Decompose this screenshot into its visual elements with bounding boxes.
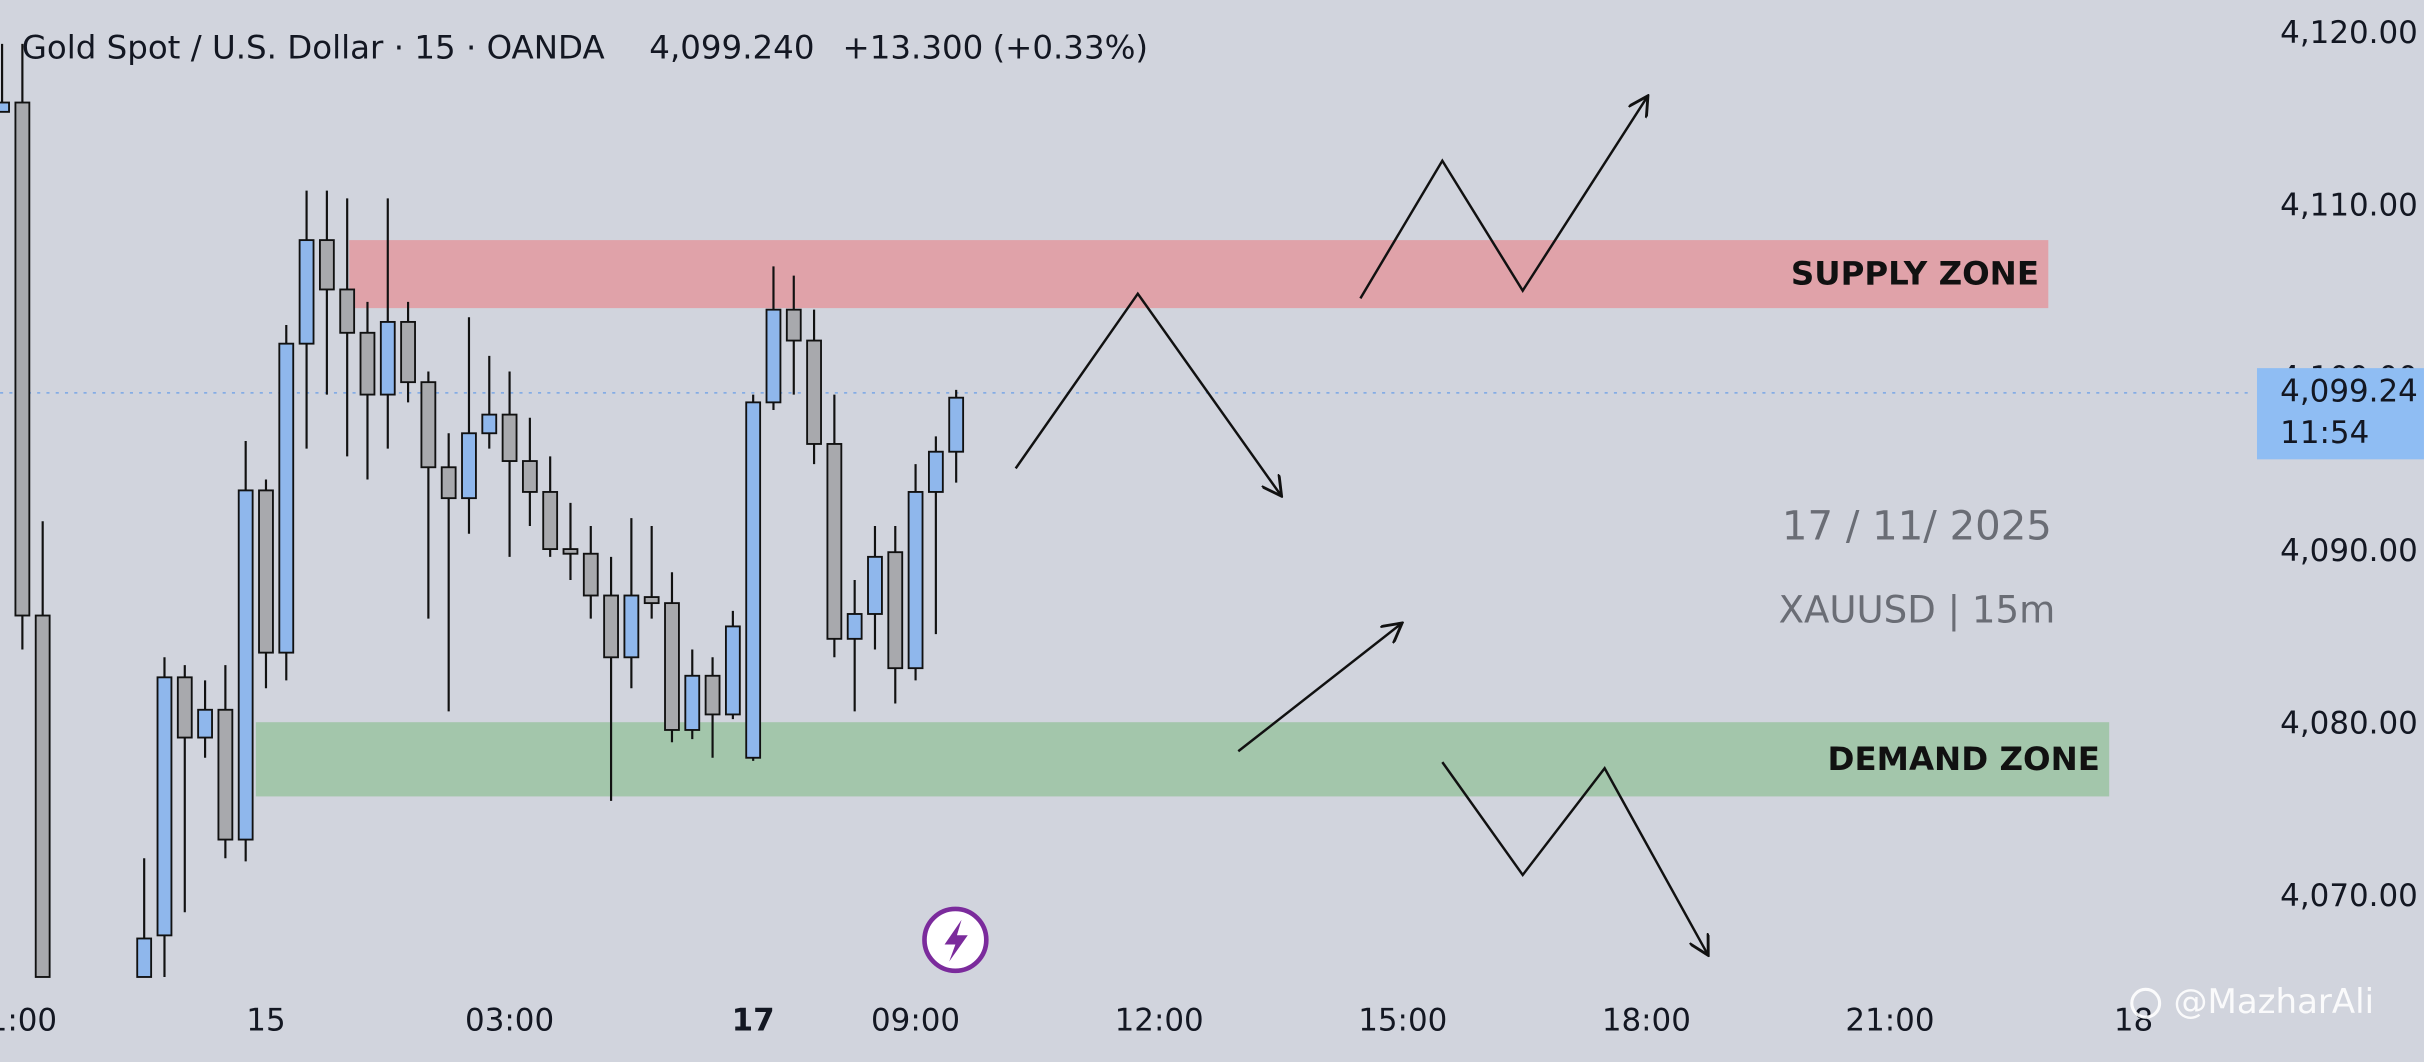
candle-body bbox=[217, 708, 234, 841]
candle-body bbox=[664, 602, 680, 731]
candle-body bbox=[684, 674, 701, 731]
candle-body bbox=[562, 548, 579, 555]
pair-note: XAUUSD | 15m bbox=[1779, 589, 2056, 633]
candle-body bbox=[643, 596, 660, 605]
candle-body bbox=[379, 320, 396, 396]
candle-body bbox=[461, 432, 477, 500]
candle-body bbox=[481, 413, 498, 435]
date-note: 17 / 11/ 2025 bbox=[1782, 504, 2052, 550]
zone-label: SUPPLY ZONE bbox=[1791, 255, 2039, 293]
zone bbox=[255, 722, 2110, 797]
candle-body bbox=[887, 551, 904, 670]
candle-body bbox=[278, 342, 295, 654]
x-tick-label: 21:00 bbox=[1845, 1002, 1934, 1038]
candle-body bbox=[582, 552, 599, 597]
last-price-tag bbox=[2256, 368, 2424, 460]
candle-body bbox=[237, 489, 254, 841]
candle-body bbox=[927, 450, 944, 493]
candle-body bbox=[704, 674, 721, 716]
x-tick-label: 18:00 bbox=[1602, 1002, 1691, 1038]
candle-body bbox=[826, 443, 843, 640]
drawing-arrow bbox=[1014, 291, 1282, 497]
candle-body bbox=[623, 594, 640, 659]
drawing-arrow bbox=[1359, 96, 1648, 299]
candle-body bbox=[806, 339, 822, 445]
candles bbox=[0, 43, 965, 978]
candle-body bbox=[745, 401, 762, 759]
candle-body bbox=[440, 466, 457, 500]
countdown-label: 11:54 bbox=[2280, 415, 2369, 451]
zone bbox=[349, 240, 2049, 309]
candle-body bbox=[603, 594, 619, 659]
candle-body bbox=[907, 491, 924, 670]
x-tick-label: 15 bbox=[246, 1002, 285, 1038]
watermark: @MazharAli bbox=[2130, 982, 2375, 1022]
candle-body bbox=[501, 413, 518, 462]
candle-body bbox=[785, 308, 802, 342]
candle-body bbox=[339, 288, 356, 334]
candle-body bbox=[948, 396, 965, 453]
candle-body bbox=[867, 555, 883, 615]
x-tick-label: 17 bbox=[732, 1002, 775, 1038]
candle-body bbox=[542, 491, 559, 551]
x-tick-label: 15:00 bbox=[1358, 1002, 1447, 1038]
candle-body bbox=[420, 381, 437, 469]
zone-label: DEMAND ZONE bbox=[1828, 740, 2100, 778]
x-tick-label: 09:00 bbox=[871, 1002, 960, 1038]
candle-body bbox=[136, 937, 153, 978]
candle-body bbox=[318, 239, 335, 291]
y-tick-label: 4,070.00 bbox=[2280, 878, 2418, 914]
candle-body bbox=[34, 614, 51, 978]
candle-body bbox=[14, 101, 31, 617]
symbol-title: Gold Spot / U.S. Dollar · 15 · OANDA bbox=[22, 28, 605, 66]
y-tick-label: 4,090.00 bbox=[2280, 533, 2418, 569]
zones: SUPPLY ZONE DEMAND ZONE bbox=[255, 240, 2110, 797]
y-tick-label: 4,110.00 bbox=[2280, 188, 2418, 224]
x-tick-label: 1:00 bbox=[0, 1002, 57, 1038]
header-change: +13.300 bbox=[843, 28, 984, 66]
header-price: 4,099.240 bbox=[649, 28, 814, 66]
candle-body bbox=[359, 331, 376, 396]
drawing-arrow bbox=[1441, 761, 1708, 955]
x-tick-label: 03:00 bbox=[465, 1002, 554, 1038]
candle-body bbox=[765, 308, 782, 404]
watermark-icon bbox=[2130, 987, 2162, 1019]
lightning-icon[interactable] bbox=[922, 906, 989, 974]
y-tick-label: 4,120.00 bbox=[2280, 15, 2418, 51]
header-change-pct: (+0.33%) bbox=[992, 28, 1148, 66]
icon-bolt[interactable] bbox=[944, 919, 968, 962]
candle-body bbox=[0, 101, 10, 113]
candle-body bbox=[521, 460, 538, 493]
drawings bbox=[1014, 96, 1709, 955]
last-price-label: 4,099.24 bbox=[2280, 373, 2418, 409]
candle-body bbox=[724, 625, 741, 716]
y-tick-label: 4,080.00 bbox=[2280, 705, 2418, 741]
candle-body bbox=[400, 320, 416, 384]
candle-body bbox=[176, 676, 193, 739]
candle-body bbox=[197, 708, 213, 739]
axes: 1:001503:001709:0012:0015:0018:0021:0018… bbox=[0, 15, 2424, 1038]
candle-body bbox=[156, 676, 173, 937]
candle-body bbox=[298, 239, 315, 345]
x-tick-label: 12:00 bbox=[1115, 1002, 1204, 1038]
watermark-text: @MazharAli bbox=[2174, 982, 2375, 1022]
candle-body bbox=[846, 613, 863, 640]
drawing-arrow bbox=[1237, 623, 1402, 753]
candle-body bbox=[258, 489, 274, 654]
